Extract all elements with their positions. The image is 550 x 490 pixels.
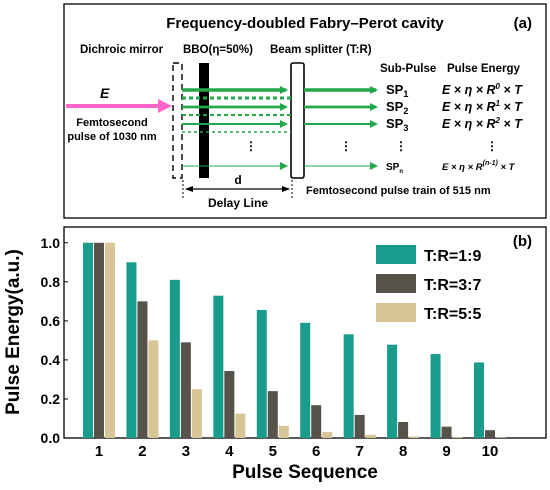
dichroic-mirror xyxy=(172,62,183,179)
sub-pulse-rows: SP1 E × η × R0 × T SP2 E × η × R1 × T SP3 E ×… xyxy=(386,82,523,175)
bar xyxy=(126,262,137,438)
bar xyxy=(180,342,191,438)
legend-swatch xyxy=(376,274,416,293)
pulse-energy-formula: E × η × R(n-1) × T xyxy=(442,160,516,173)
cavity-ellipsis-1: ⋮ xyxy=(245,139,257,153)
input-pulse-text-1: Femtosecond xyxy=(76,117,148,129)
bar xyxy=(137,301,148,438)
bar xyxy=(94,242,104,438)
panel-a-label: (a) xyxy=(514,15,532,32)
pulse-energy-formula: E × η × R2 × T xyxy=(442,116,523,131)
bar xyxy=(300,322,311,438)
x-tick-label: 8 xyxy=(399,443,407,460)
sub-pulse-label: SP1 xyxy=(386,82,408,99)
y-tick-label: 0.4 xyxy=(41,352,61,368)
sub-pulse-label: SPn xyxy=(386,162,403,175)
y-tick-label: 0.2 xyxy=(41,391,61,407)
dichroic-mirror-label: Dichroic mirror xyxy=(80,44,164,56)
y-tick-label: 0.0 xyxy=(41,430,61,446)
pulse-energy-formula: E × η × R1 × T xyxy=(442,99,523,114)
delay-line-label: Delay Line xyxy=(208,196,268,210)
input-pulse-text-2: pulse of 1030 nm xyxy=(67,131,156,143)
bar-series xyxy=(83,242,506,438)
bar xyxy=(83,242,93,438)
pulse-energy-formula: E × η × R0 × T xyxy=(442,82,523,97)
distance-label: d xyxy=(234,173,241,187)
x-tick-label: 6 xyxy=(312,443,320,460)
bar xyxy=(485,430,495,438)
bbo-label: BBO(η=50%) xyxy=(183,44,253,56)
sub-pulse-header: Sub-Pulse xyxy=(380,63,436,75)
sub-pulse-label: SP2 xyxy=(386,99,408,116)
y-tick-label: 0.6 xyxy=(41,313,61,329)
bar xyxy=(224,371,235,438)
bar xyxy=(148,340,159,438)
panel-b-label: (b) xyxy=(513,233,532,250)
x-tick-label: 9 xyxy=(442,443,450,460)
x-axis-ticks: 1 2 3 4 5 6 7 8 9 10 xyxy=(95,434,499,460)
legend-label: T:R=1:9 xyxy=(424,248,481,265)
bar xyxy=(354,414,365,438)
panel-b-chart: (b) 0.0 0.2 0.4 0.6 0.8 1.0 1 2 3 4 5 6 7 8 9 10 T:R=1… xyxy=(3,226,547,483)
bar xyxy=(322,431,333,438)
y-tick-label: 0.8 xyxy=(41,274,61,290)
bar xyxy=(213,295,224,438)
bar xyxy=(398,421,409,438)
y-axis-ticks: 0.0 0.2 0.4 0.6 0.8 1.0 xyxy=(41,235,68,446)
x-tick-label: 4 xyxy=(225,443,234,460)
panel-a-schematic: Frequency-doubled Fabry–Perot cavity (a)… xyxy=(63,3,547,219)
legend-label: T:R=3:7 xyxy=(424,277,481,294)
bar xyxy=(235,413,246,438)
bar xyxy=(430,354,441,438)
bar xyxy=(169,279,180,438)
output-ellipsis: ⋮ xyxy=(340,139,352,153)
beam-splitter xyxy=(290,62,305,179)
bar xyxy=(409,436,420,438)
bar xyxy=(267,391,278,438)
bar xyxy=(191,389,202,438)
bar xyxy=(452,437,463,438)
bar xyxy=(343,334,354,438)
x-tick-label: 10 xyxy=(482,443,499,460)
legend: T:R=1:9 T:R=3:7 T:R=5:5 xyxy=(376,245,481,323)
bar xyxy=(441,426,452,438)
x-axis-title: Pulse Sequence xyxy=(232,462,378,483)
x-tick-label: 1 xyxy=(95,443,103,460)
sub-pulse-label: SP3 xyxy=(386,116,408,133)
energy-ellipsis: ⋮ xyxy=(486,139,498,153)
legend-swatch xyxy=(376,303,416,322)
bar xyxy=(474,362,484,438)
output-train-label: Femtosecond pulse train of 515 nm xyxy=(306,185,491,197)
bar xyxy=(278,425,289,438)
bar xyxy=(256,309,267,438)
pulse-energy-header: Pulse Energy xyxy=(447,63,520,75)
panel-a-title: Frequency-doubled Fabry–Perot cavity xyxy=(166,15,444,32)
bar xyxy=(105,242,115,438)
legend-label: T:R=5:5 xyxy=(424,306,481,323)
bar xyxy=(311,405,322,438)
x-tick-label: 7 xyxy=(355,443,363,460)
x-tick-label: 5 xyxy=(269,443,277,460)
beam-splitter-label: Beam splitter (T:R) xyxy=(270,44,372,56)
bbo-crystal xyxy=(199,63,209,178)
input-beam-arrowhead xyxy=(158,99,172,113)
y-tick-label: 1.0 xyxy=(41,235,61,251)
sp-ellipsis: ⋮ xyxy=(395,139,407,153)
y-axis-title: Pulse Energy(a.u.) xyxy=(3,249,24,415)
legend-swatch xyxy=(376,245,416,264)
input-field-symbol: E xyxy=(100,85,110,101)
x-tick-label: 2 xyxy=(138,443,146,460)
bar xyxy=(365,434,376,438)
panel-a-frame xyxy=(63,3,547,219)
bar xyxy=(387,344,398,438)
x-tick-label: 3 xyxy=(182,443,190,460)
